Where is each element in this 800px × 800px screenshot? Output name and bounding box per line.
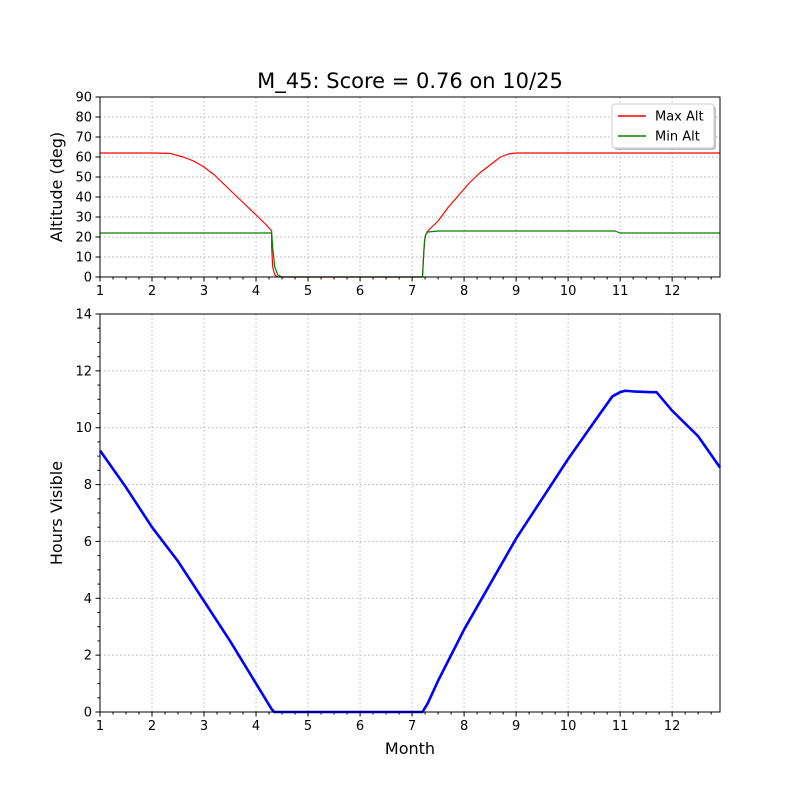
y-tick-label: 2: [84, 649, 92, 664]
y-tick-label: 4: [84, 592, 92, 607]
x-tick-label: 1: [96, 719, 104, 734]
x-tick-label: 6: [356, 284, 364, 299]
y-tick-label: 14: [75, 308, 92, 323]
legend: Max Alt Min Alt: [611, 103, 716, 150]
x-tick-label: 3: [200, 284, 208, 299]
x-tick-label: 1: [96, 284, 104, 299]
y-tick-label: 40: [75, 191, 92, 206]
x-axis-title: Month: [385, 739, 435, 758]
series-line-hours-visible: [98, 389, 722, 714]
x-tick-label: 4: [252, 719, 260, 734]
x-tick-label: 5: [304, 719, 312, 734]
y-tick-label: 0: [84, 271, 92, 286]
y-tick-label: 10: [75, 251, 92, 266]
x-tick-label: 9: [512, 284, 520, 299]
x-tick-label: 3: [200, 719, 208, 734]
x-tick-label: 12: [664, 719, 681, 734]
y-tick-label: 70: [75, 131, 92, 146]
y-tick-label: 30: [75, 211, 92, 226]
altitude-chart: 1 2 3 4 5 6 7 8 9 10 11 120102030405060708090Altitu…: [47, 91, 721, 299]
y-axis-title: Altitude (deg): [47, 132, 66, 242]
x-tick-label: 11: [612, 284, 629, 299]
y-tick-label: 50: [75, 171, 92, 186]
y-tick-label: 8: [84, 478, 92, 493]
y-tick-label: 6: [84, 535, 92, 550]
legend-box: [611, 103, 715, 149]
x-tick-label: 8: [460, 284, 468, 299]
series-line-min-alt: [100, 230, 720, 278]
legend-label: Max Alt: [655, 110, 704, 125]
figure-title: M_45: Score = 0.76 on 10/25: [257, 69, 563, 94]
x-tick-label: 12: [664, 284, 681, 299]
y-tick-label: 90: [75, 91, 92, 106]
y-tick-label: 80: [75, 111, 92, 126]
x-tick-label: 11: [612, 719, 629, 734]
plot-frame: [99, 313, 721, 713]
x-tick-label: 7: [408, 284, 416, 299]
x-tick-label: 5: [304, 284, 312, 299]
x-tick-label: 8: [460, 719, 468, 734]
y-tick-label: 20: [75, 231, 92, 246]
y-tick-label: 0: [84, 706, 92, 721]
x-tick-label: 7: [408, 719, 416, 734]
y-tick-label: 60: [75, 151, 92, 166]
x-tick-label: 9: [512, 719, 520, 734]
y-axis-title: Hours Visible: [47, 461, 66, 565]
x-tick-label: 10: [560, 719, 577, 734]
x-tick-label: 6: [356, 719, 364, 734]
legend-label: Min Alt: [655, 130, 700, 145]
plot-frame: [99, 96, 721, 278]
x-tick-label: 2: [148, 284, 156, 299]
y-tick-label: 12: [75, 364, 92, 379]
x-tick-label: 10: [560, 284, 577, 299]
x-tick-label: 2: [148, 719, 156, 734]
y-tick-label: 10: [75, 421, 92, 436]
x-tick-label: 4: [252, 284, 260, 299]
